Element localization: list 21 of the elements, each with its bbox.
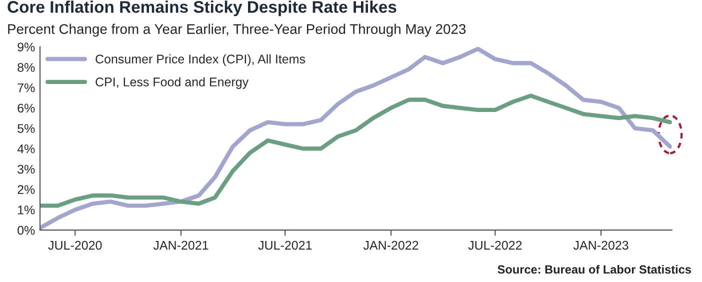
- chart-subtitle: Percent Change from a Year Earlier, Three-Year Period Through May 2023: [8, 24, 466, 37]
- y-tick-label: 9%: [18, 42, 35, 52]
- legend-label: Consumer Price Index (CPI), All Items: [96, 54, 306, 66]
- legend-label: CPI, Less Food and Energy: [96, 77, 249, 89]
- y-tick-label: 6%: [18, 104, 35, 113]
- y-tick-label: 2%: [18, 185, 35, 194]
- y-tick-label: 5%: [18, 124, 35, 133]
- x-tick-label: JUL-2022: [468, 240, 522, 250]
- y-tick-label: 0%: [18, 226, 35, 235]
- y-tick-label: 4%: [17, 144, 35, 154]
- chart-title: Core Inflation Remains Sticky Despite Rate Hikes: [8, 0, 396, 16]
- y-tick-label: 8%: [18, 62, 35, 72]
- y-tick-label: 7%: [18, 83, 35, 92]
- x-tick-label: JUL-2020: [48, 240, 102, 250]
- y-tick-label: 1%: [18, 206, 35, 214]
- y-tick-label: 3%: [18, 164, 35, 174]
- x-tick-label: JAN-2022: [363, 240, 418, 250]
- x-tick-label: JAN-2021: [153, 240, 208, 250]
- x-tick-label: JAN-2023: [573, 240, 628, 250]
- x-tick-label: JUL-2021: [258, 240, 312, 250]
- source-note: Source: Bureau of Labor Statistics: [498, 264, 691, 274]
